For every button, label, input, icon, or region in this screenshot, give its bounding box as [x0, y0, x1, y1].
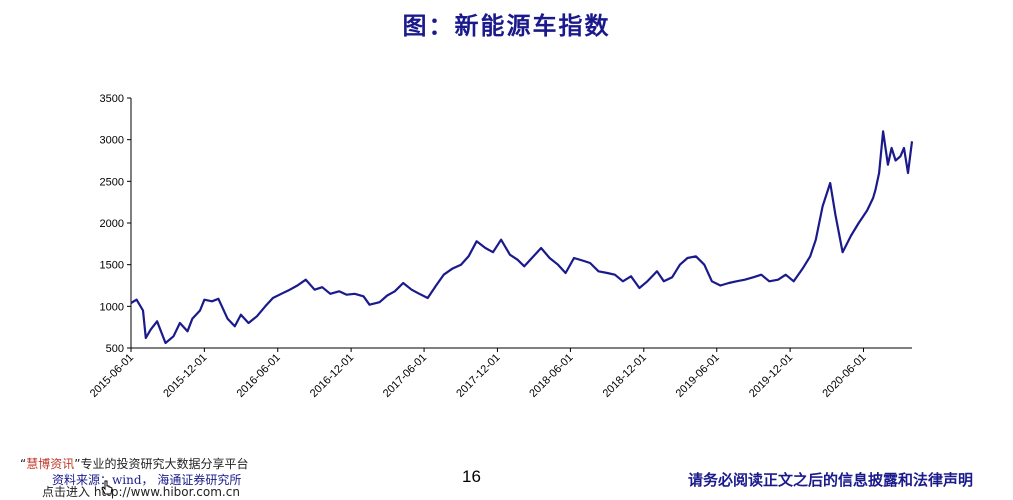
- chart-axes: [130, 98, 912, 349]
- hand-cursor-icon: [101, 480, 113, 495]
- page-number: 16: [462, 467, 481, 486]
- y-tick-label: 1500: [100, 260, 124, 272]
- x-tick-label: 2017-12-01: [454, 352, 502, 400]
- brand-name: 慧博资讯: [26, 457, 75, 471]
- x-tick-label: 2020-06-01: [820, 352, 868, 400]
- brand-tagline: ”专业的投资研究大数据分享平台: [74, 457, 249, 471]
- x-tick-label: 2018-12-01: [601, 352, 649, 400]
- y-tick-label: 1000: [100, 301, 124, 313]
- x-tick-label: 2017-06-01: [381, 352, 429, 400]
- y-tick-label: 2000: [100, 218, 124, 230]
- disclaimer: 请务必阅读正文之后的信息披露和法律声明: [687, 471, 973, 489]
- brand-open-quote: “: [20, 457, 27, 471]
- x-tick-label: 2016-12-01: [308, 352, 356, 400]
- x-tick-label: 2015-12-01: [161, 352, 209, 400]
- series-line: [130, 130, 914, 345]
- page-title: 图：新能源车指数: [402, 11, 611, 40]
- x-tick-label: 2019-06-01: [674, 352, 722, 400]
- hibor-link[interactable]: 点击进入 http://www.hibor.com.cn: [42, 485, 240, 499]
- y-tick-label: 500: [106, 343, 124, 355]
- x-tick-label: 2016-06-01: [235, 352, 283, 400]
- source-note: 资料来源：wind， 海通证券研究所: [52, 473, 242, 487]
- y-tick-label: 3000: [100, 135, 124, 147]
- x-axis-ticks: 2015-06-01 2015-12-01 2016-06-01 2016-12-01…: [88, 348, 869, 400]
- y-tick-label: 3500: [100, 93, 124, 105]
- footer-brand: “慧博资讯”专业的投资研究大数据分享平台: [20, 457, 248, 471]
- x-tick-label: 2018-06-01: [527, 352, 575, 400]
- x-tick-label: 2015-06-01: [88, 352, 136, 400]
- y-tick-label: 2500: [100, 176, 124, 188]
- x-tick-label: 2019-12-01: [747, 352, 795, 400]
- y-axis-ticks: 500 1000 1500 2000 2500 3000 3500: [100, 93, 131, 355]
